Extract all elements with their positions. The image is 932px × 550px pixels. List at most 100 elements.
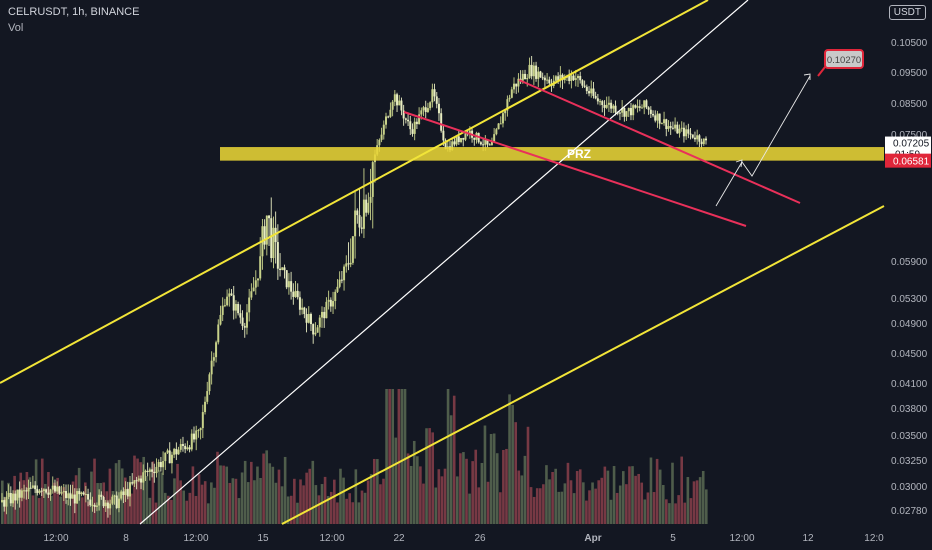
candle-body: [634, 105, 637, 108]
candle-body: [636, 106, 639, 108]
volume-bar: [477, 487, 481, 524]
candle-body: [577, 75, 579, 79]
przone-layer: PRZ: [220, 147, 884, 161]
candle-body: [210, 360, 213, 375]
volume-bar: [566, 462, 570, 524]
volume-bar: [459, 453, 462, 524]
volume-bar: [87, 501, 90, 524]
candle-body: [497, 123, 500, 130]
candle-body: [133, 480, 136, 484]
candle-body: [51, 485, 54, 490]
volume-bar: [495, 453, 499, 524]
volume-bar: [606, 470, 610, 524]
candle-body: [682, 127, 685, 137]
candle-body: [296, 290, 299, 298]
volume-bar: [366, 480, 370, 524]
x-tick-label: 15: [257, 533, 269, 544]
volume-bar: [683, 502, 687, 524]
candle-body: [137, 478, 140, 481]
volume-bar: [308, 468, 312, 524]
candle-body: [621, 107, 624, 113]
volume-bar: [154, 502, 158, 524]
candle-body: [444, 140, 447, 149]
candle-body: [23, 490, 26, 492]
volume-bar: [148, 497, 152, 524]
volume-bar: [157, 470, 161, 524]
volume-bar: [618, 485, 622, 524]
volume-bar: [114, 463, 118, 524]
volume-bar: [170, 499, 173, 524]
candle-body: [654, 115, 657, 121]
prz-zone: [220, 147, 884, 161]
volume-bar: [84, 482, 87, 524]
volume-bar: [406, 453, 410, 524]
volume-bar: [425, 428, 428, 524]
volume-bar: [440, 476, 444, 524]
candle-body: [307, 313, 310, 323]
candle-body: [563, 77, 566, 81]
candle-body: [409, 121, 412, 130]
candle-body: [506, 99, 509, 111]
y-tick-label: 0.04500: [891, 349, 928, 360]
volume-bar: [625, 484, 628, 524]
volume-bar: [560, 491, 564, 524]
candle-body: [574, 78, 577, 80]
candle-body: [91, 504, 94, 506]
channel-midline: [139, 0, 749, 525]
candle-body: [371, 162, 374, 197]
candle-body: [499, 123, 502, 125]
volume-bar: [228, 482, 232, 524]
candle-body: [495, 129, 498, 135]
candle-body: [426, 108, 429, 113]
candle-body: [3, 500, 6, 507]
candle-body: [309, 313, 312, 325]
volume-bar: [551, 471, 554, 524]
volume-bar: [680, 456, 684, 524]
volume-bar: [403, 389, 407, 524]
candle-body: [1, 500, 3, 503]
volume-bar: [563, 483, 567, 524]
volume-bar: [701, 470, 705, 524]
volume-bar: [265, 450, 268, 524]
volume-bar: [348, 493, 351, 524]
currency-button[interactable]: USDT: [888, 5, 926, 20]
candle-body: [407, 119, 410, 122]
volume-bar: [253, 480, 256, 524]
volume-bar: [557, 491, 561, 524]
volume-bar: [535, 488, 539, 524]
candle-body: [230, 293, 233, 296]
volume-bar: [603, 466, 607, 524]
candle-body: [287, 281, 290, 288]
symbol-title[interactable]: CELRUSDT, 1h, BINANCE: [8, 6, 140, 18]
candle-body: [38, 490, 41, 493]
x-tick-label: 12:00: [183, 533, 208, 544]
volume-indicator-label[interactable]: Vol: [8, 22, 24, 34]
candle-body: [49, 489, 52, 495]
volume-bar: [634, 475, 637, 524]
candle-body: [453, 141, 456, 145]
candle-body: [535, 65, 538, 79]
candle-body: [460, 138, 463, 142]
volume-bar: [117, 459, 121, 524]
volume-bar: [289, 495, 293, 524]
candle-body: [599, 101, 602, 103]
volume-bar: [240, 472, 244, 524]
volume-bar: [400, 389, 404, 524]
candle-body: [314, 332, 317, 335]
volume-bar: [277, 469, 281, 524]
candle-body: [689, 133, 692, 135]
candle-body: [482, 144, 485, 146]
volume-bar: [250, 461, 253, 524]
volume-bar: [28, 477, 32, 524]
volume-bar: [329, 491, 333, 524]
volume-bar: [416, 456, 419, 524]
x-tick-label: Apr: [584, 533, 601, 544]
target-box: [824, 49, 864, 69]
candle-body: [217, 324, 220, 343]
projection-path: [715, 75, 811, 207]
candle-body: [674, 124, 677, 129]
candle-body: [641, 107, 643, 109]
volume-bar: [93, 458, 96, 524]
volume-bar: [222, 465, 225, 524]
